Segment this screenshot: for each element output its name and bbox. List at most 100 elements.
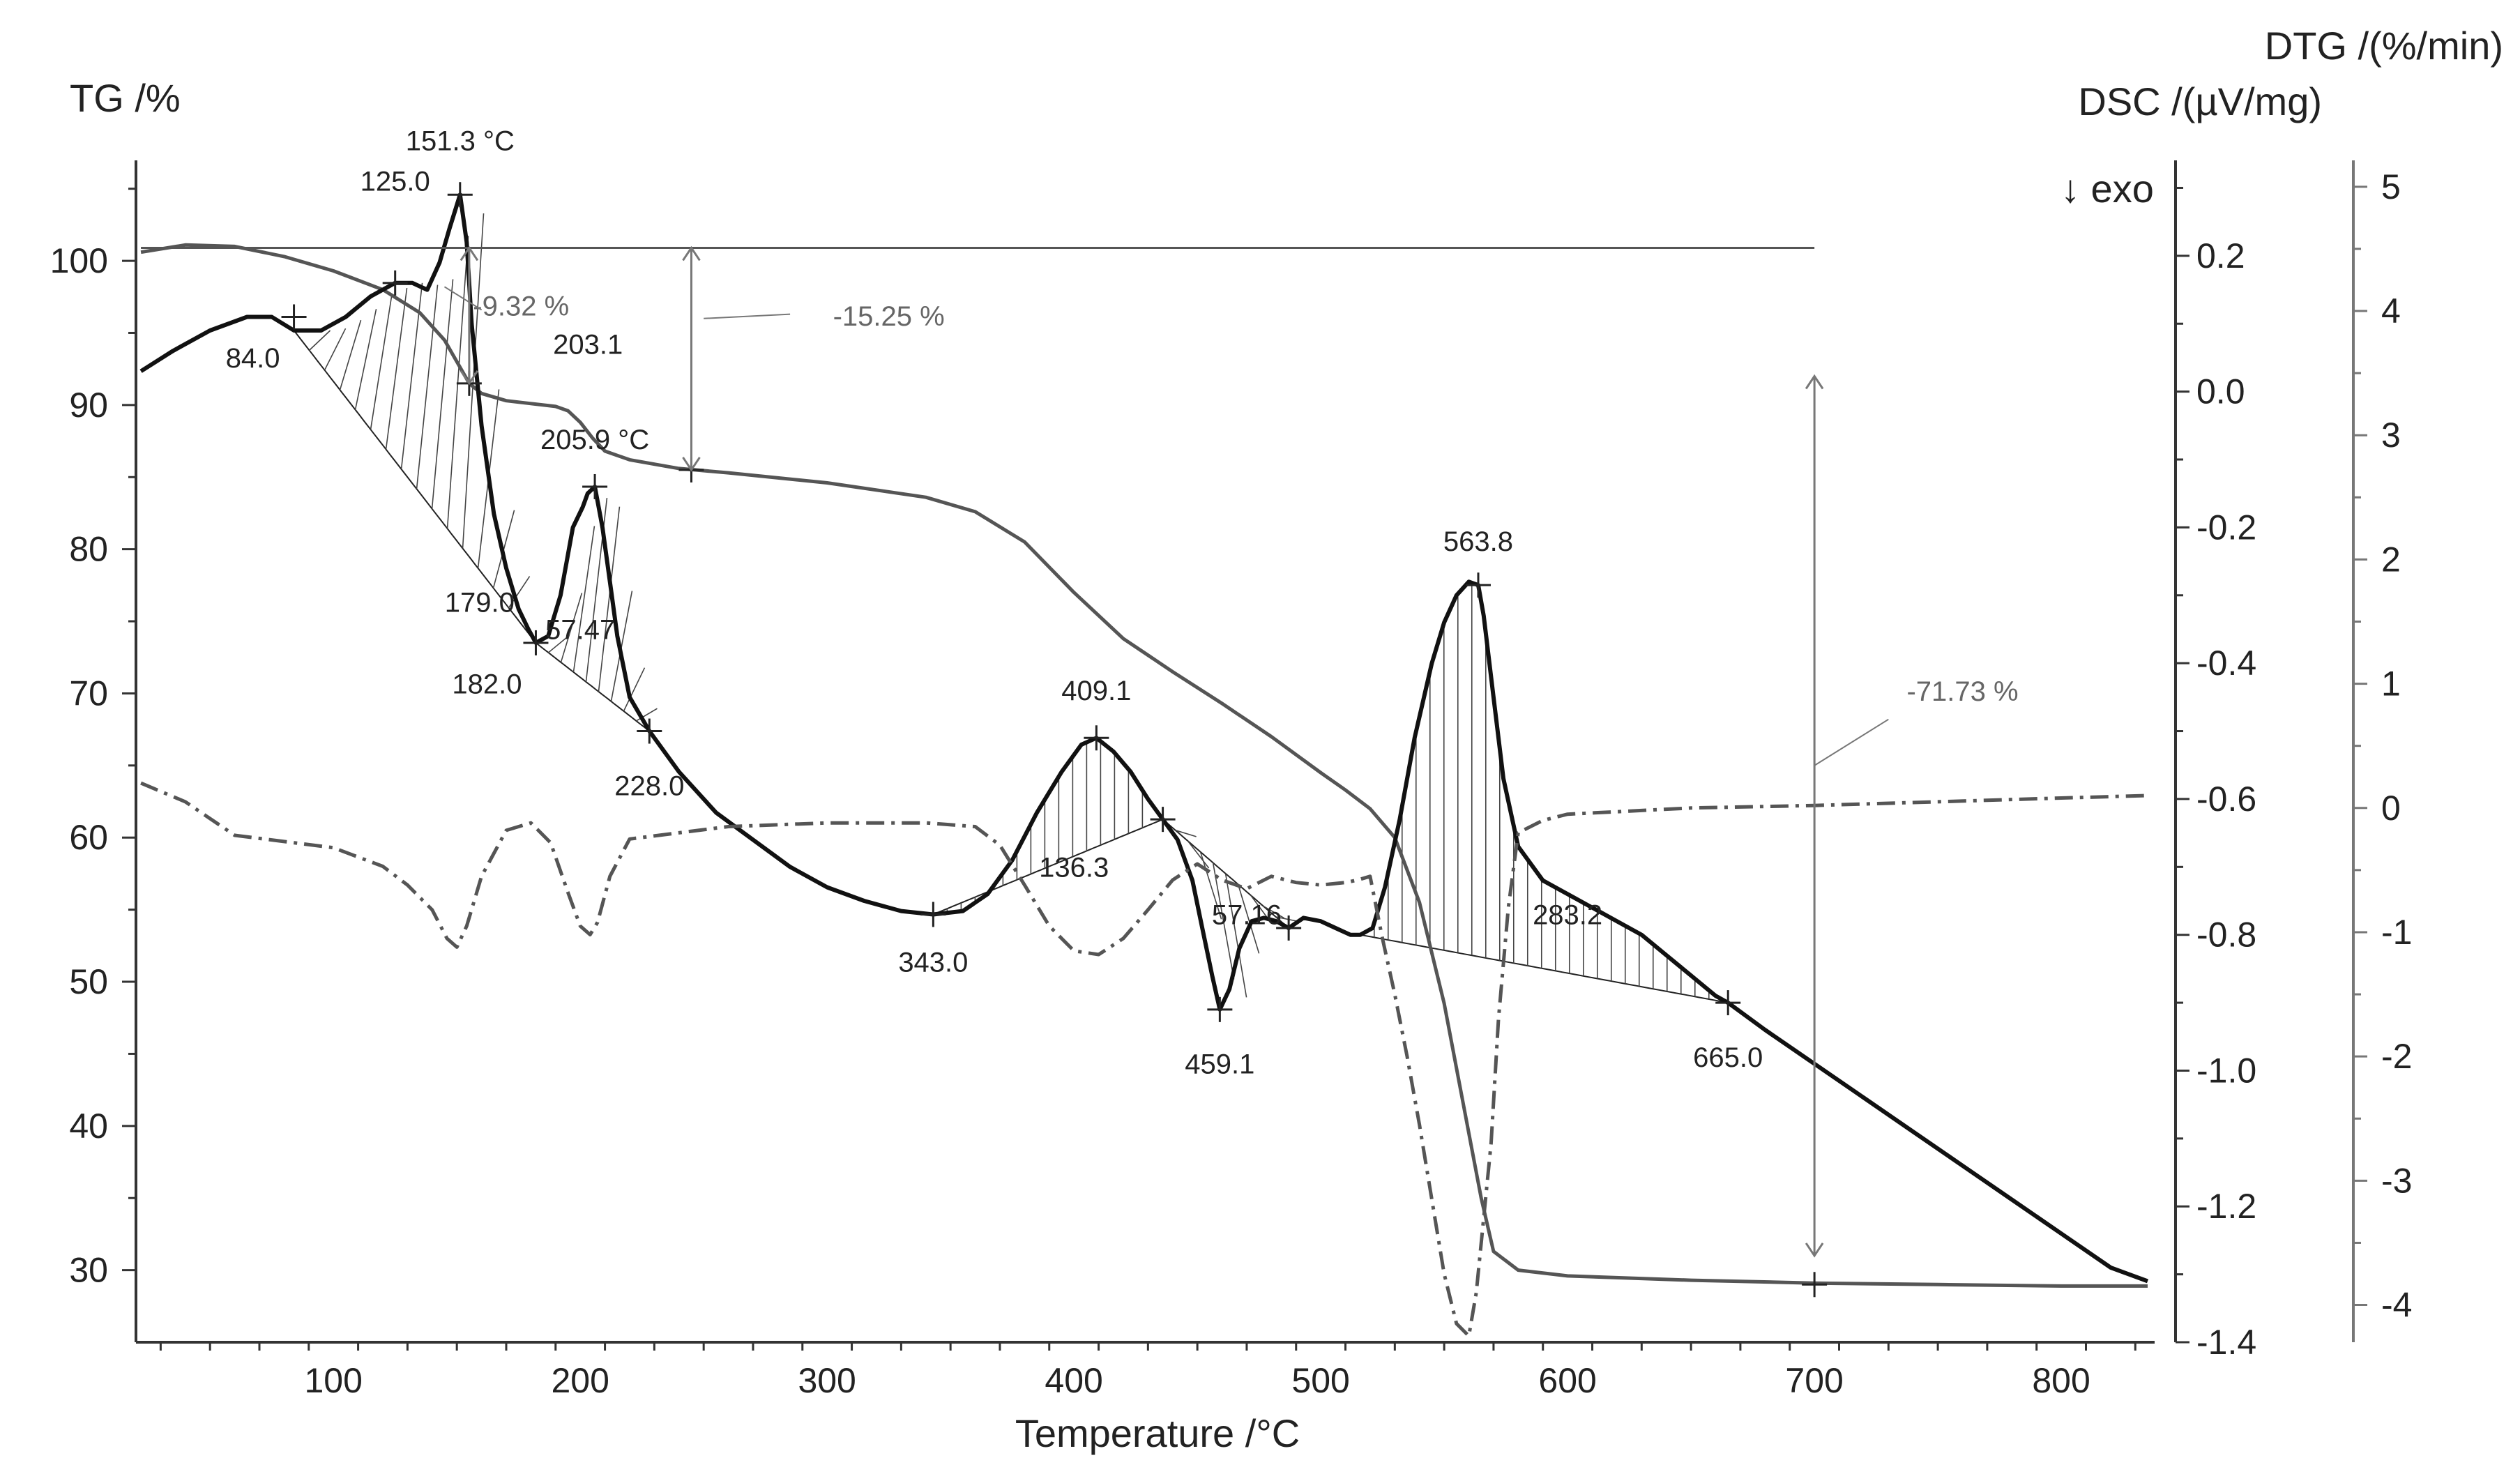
peak-label: 205.9 °C (540, 425, 649, 455)
peak-label: 563.8 (1443, 526, 1513, 557)
dtg-tick-label: -1 (2381, 913, 2412, 952)
peak-label: 151.3 °C (406, 126, 515, 156)
series-layer (139, 192, 2149, 1338)
peak-area-outline (292, 197, 537, 644)
x-tick-label: 600 (1538, 1361, 1596, 1400)
hatch-line (309, 330, 331, 351)
hatch-line (572, 526, 595, 673)
series-dsc-line (139, 192, 2149, 1284)
mass-loss-arrow-2-head-top (682, 245, 701, 261)
mass-loss-leader (443, 286, 483, 311)
x-tick-label: 400 (1045, 1361, 1102, 1400)
peak-label: 409.1 (1061, 676, 1131, 706)
tg-tick-label: 70 (69, 674, 108, 713)
dsc-tick-label: -1.4 (2196, 1323, 2256, 1362)
x-tick-label: 200 (551, 1361, 609, 1400)
peak-label: 179.0 (445, 588, 515, 618)
hatch-line (339, 319, 362, 390)
hatch-line (1199, 851, 1222, 920)
hatch-line (1175, 829, 1197, 837)
hatch-line (547, 635, 570, 653)
x-tick-label: 500 (1291, 1361, 1349, 1400)
tg-tick-label: 30 (69, 1251, 108, 1290)
x-tick-label: 100 (304, 1361, 362, 1400)
hatch-line (1263, 905, 1284, 919)
dtg-tick-label: 3 (2381, 416, 2401, 455)
hatch-line (636, 708, 658, 722)
peak-label: 459.1 (1185, 1049, 1254, 1080)
dsc-tick-label: -0.6 (2196, 780, 2256, 819)
mass-loss-leader (1814, 718, 1889, 766)
hatch-line (1187, 840, 1210, 869)
dtg-tick-label: -4 (2381, 1286, 2412, 1325)
hatch-line (508, 576, 531, 609)
dtg-tick-label: 2 (2381, 540, 2401, 579)
annotation-layer: 151.3 °C 125.0 84.0 203.1 205.9 °C 179.0 182.0… (141, 126, 2019, 1298)
peak-label: 203.1 (553, 329, 623, 360)
peak-label: 182.0 (452, 669, 522, 699)
peak-label: 57.47 (545, 614, 615, 645)
mass-loss-arrow-3-head-bottom (1805, 1243, 1824, 1258)
hatch-line (623, 667, 646, 712)
mass-loss-leader (704, 313, 791, 319)
mass-loss-arrow-1-head-top (460, 245, 479, 261)
tg-tick-label: 60 (69, 818, 108, 857)
peak-label: 125.0 (360, 167, 430, 197)
tg-tick-label: 50 (69, 962, 108, 1001)
x-tick-label: 700 (1785, 1361, 1843, 1400)
dsc-tick-label: -0.4 (2196, 644, 2256, 683)
exo-direction-label: ↓ exo (2060, 167, 2154, 211)
hatch-line (1237, 884, 1260, 954)
dsc-tick-label: 0.2 (2196, 236, 2245, 275)
hatch-line (431, 279, 454, 509)
x-tick-label: 800 (2032, 1361, 2090, 1400)
tg-axis-title: TG /% (70, 76, 181, 120)
tg-tick-label: 90 (69, 386, 108, 425)
series-dtg-line (140, 781, 2148, 1338)
tg-tick-label: 100 (50, 241, 108, 280)
dtg-tick-label: -3 (2381, 1161, 2412, 1200)
hatch-line (446, 236, 469, 529)
mass-loss-arrow-2-head-bottom (682, 457, 701, 472)
x-tick-label: 300 (798, 1361, 856, 1400)
hatch-line (354, 309, 377, 410)
dtg-axis-title: DTG /(%/min) (2265, 24, 2503, 68)
peak-label: 136.3 (1039, 852, 1109, 883)
hatch-line (462, 213, 485, 549)
dtg-tick-label: 4 (2381, 291, 2401, 330)
mass-loss-label: -71.73 % (1906, 676, 2018, 707)
peak-label: 665.0 (1693, 1042, 1763, 1073)
dtg-tick-label: 1 (2381, 664, 2401, 704)
hatch-line (370, 296, 393, 430)
mass-loss-label: -15.25 % (833, 301, 945, 332)
peak-label: 228.0 (614, 770, 684, 801)
peak-label: 343.0 (898, 948, 968, 978)
dsc-tick-label: -1.0 (2196, 1051, 2256, 1090)
mass-loss-label: -9.32 % (473, 291, 569, 322)
hatch-line (1224, 873, 1247, 998)
peak-area-outline (1358, 582, 1729, 1004)
hatch-line (598, 506, 621, 692)
mass-loss-arrow-3-head-top (1805, 374, 1824, 390)
dtg-tick-label: 0 (2381, 789, 2401, 828)
hatch-line (385, 287, 408, 450)
hatch-line (324, 328, 347, 371)
tg-tick-label: 40 (69, 1107, 108, 1146)
x-axis-title: Temperature /°C (1015, 1411, 1300, 1455)
dtg-tick-label: 5 (2381, 167, 2401, 206)
peak-label: 283.2 (1533, 899, 1602, 930)
peak-label: 57.16 (1212, 899, 1282, 930)
hatch-line (1212, 863, 1235, 980)
dsc-tick-label: -1.2 (2196, 1187, 2256, 1226)
dsc-tick-label: 0.0 (2196, 372, 2245, 411)
peak-label: 84.0 (226, 343, 280, 374)
dsc-axis-title: DSC /(µV/mg) (2078, 79, 2322, 123)
dtg-tick-label: -2 (2381, 1037, 2412, 1076)
hatch-line (1275, 916, 1297, 922)
hatch-line (610, 591, 633, 702)
dsc-tick-label: -0.8 (2196, 915, 2256, 955)
hatch-line (416, 284, 439, 489)
tg-tick-label: 80 (69, 530, 108, 569)
dsc-tick-label: -0.2 (2196, 508, 2256, 547)
